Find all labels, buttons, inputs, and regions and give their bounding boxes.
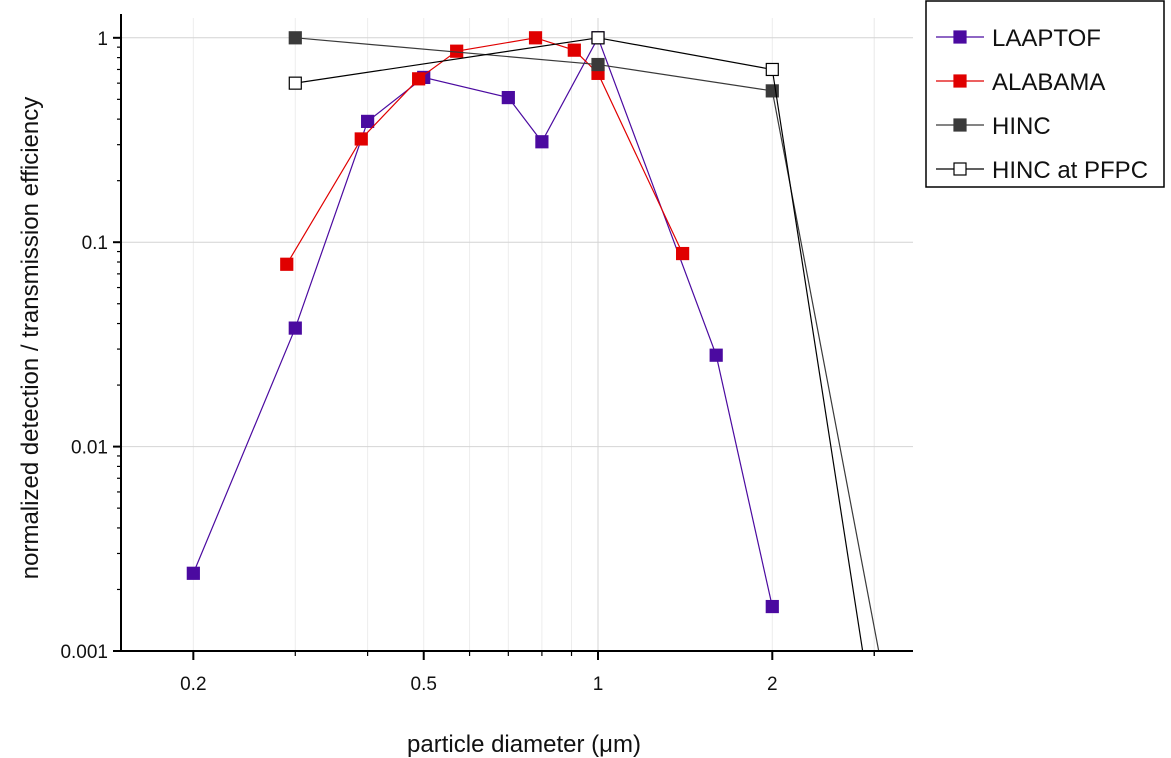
data-point <box>591 31 605 45</box>
series-line <box>286 37 684 265</box>
y-tick-label: 0.001 <box>60 642 108 663</box>
legend-label: ALABAMA <box>992 69 1105 96</box>
data-point <box>288 31 302 45</box>
series-layer <box>186 31 880 651</box>
x-tick-label: 0.2 <box>180 674 206 695</box>
data-point <box>288 76 302 90</box>
data-point <box>528 31 543 45</box>
legend-label: LAAPTOF <box>992 25 1101 52</box>
grid <box>121 18 913 651</box>
legend-marker <box>953 118 967 132</box>
legend-marker <box>953 74 967 88</box>
data-point <box>354 132 368 146</box>
legend-item: HINC at PFPC <box>936 157 1148 184</box>
data-point <box>591 57 605 72</box>
data-point <box>280 257 294 271</box>
y-tick-label: 0.01 <box>71 438 108 459</box>
axes: 0.001 0.01 0.1 1 0.2 0.5 1 2 <box>60 14 913 695</box>
series-hinc <box>288 31 880 651</box>
data-point <box>501 90 515 105</box>
data-point <box>709 348 723 362</box>
series-line <box>295 37 864 651</box>
data-point <box>765 599 779 614</box>
legend-item: LAAPTOF <box>936 25 1101 52</box>
legend-label: HINC <box>992 113 1051 140</box>
legend-item: ALABAMA <box>936 69 1105 96</box>
series-line <box>192 36 773 607</box>
y-tick-label: 1 <box>97 29 108 50</box>
legend-item: HINC <box>936 113 1051 140</box>
y-tick-label: 0.1 <box>82 233 108 254</box>
x-tick-label: 0.5 <box>411 674 437 695</box>
series-line <box>295 37 880 651</box>
x-tick-label: 2 <box>767 674 778 695</box>
series-clip-group <box>186 31 880 651</box>
series-laaptof <box>186 31 779 614</box>
data-point <box>412 72 426 86</box>
data-point <box>567 43 581 57</box>
series-alabama <box>280 31 690 271</box>
data-point <box>676 246 690 261</box>
legend-label: HINC at PFPC <box>992 157 1148 184</box>
data-point <box>186 566 200 580</box>
data-point <box>535 135 549 149</box>
x-axis-label: particle diameter (μm) <box>407 731 641 758</box>
legend-marker <box>953 30 967 44</box>
y-axis-label: normalized detection / transmission effi… <box>17 97 44 579</box>
data-point <box>765 62 779 77</box>
series-hinc-at-pfpc <box>288 31 864 651</box>
data-point <box>288 321 302 335</box>
data-point <box>361 114 375 128</box>
legend: LAAPTOF ALABAMA HINC HINC at PFPC <box>925 0 1165 188</box>
legend-marker <box>953 162 967 176</box>
x-tick-label: 1 <box>593 674 604 695</box>
